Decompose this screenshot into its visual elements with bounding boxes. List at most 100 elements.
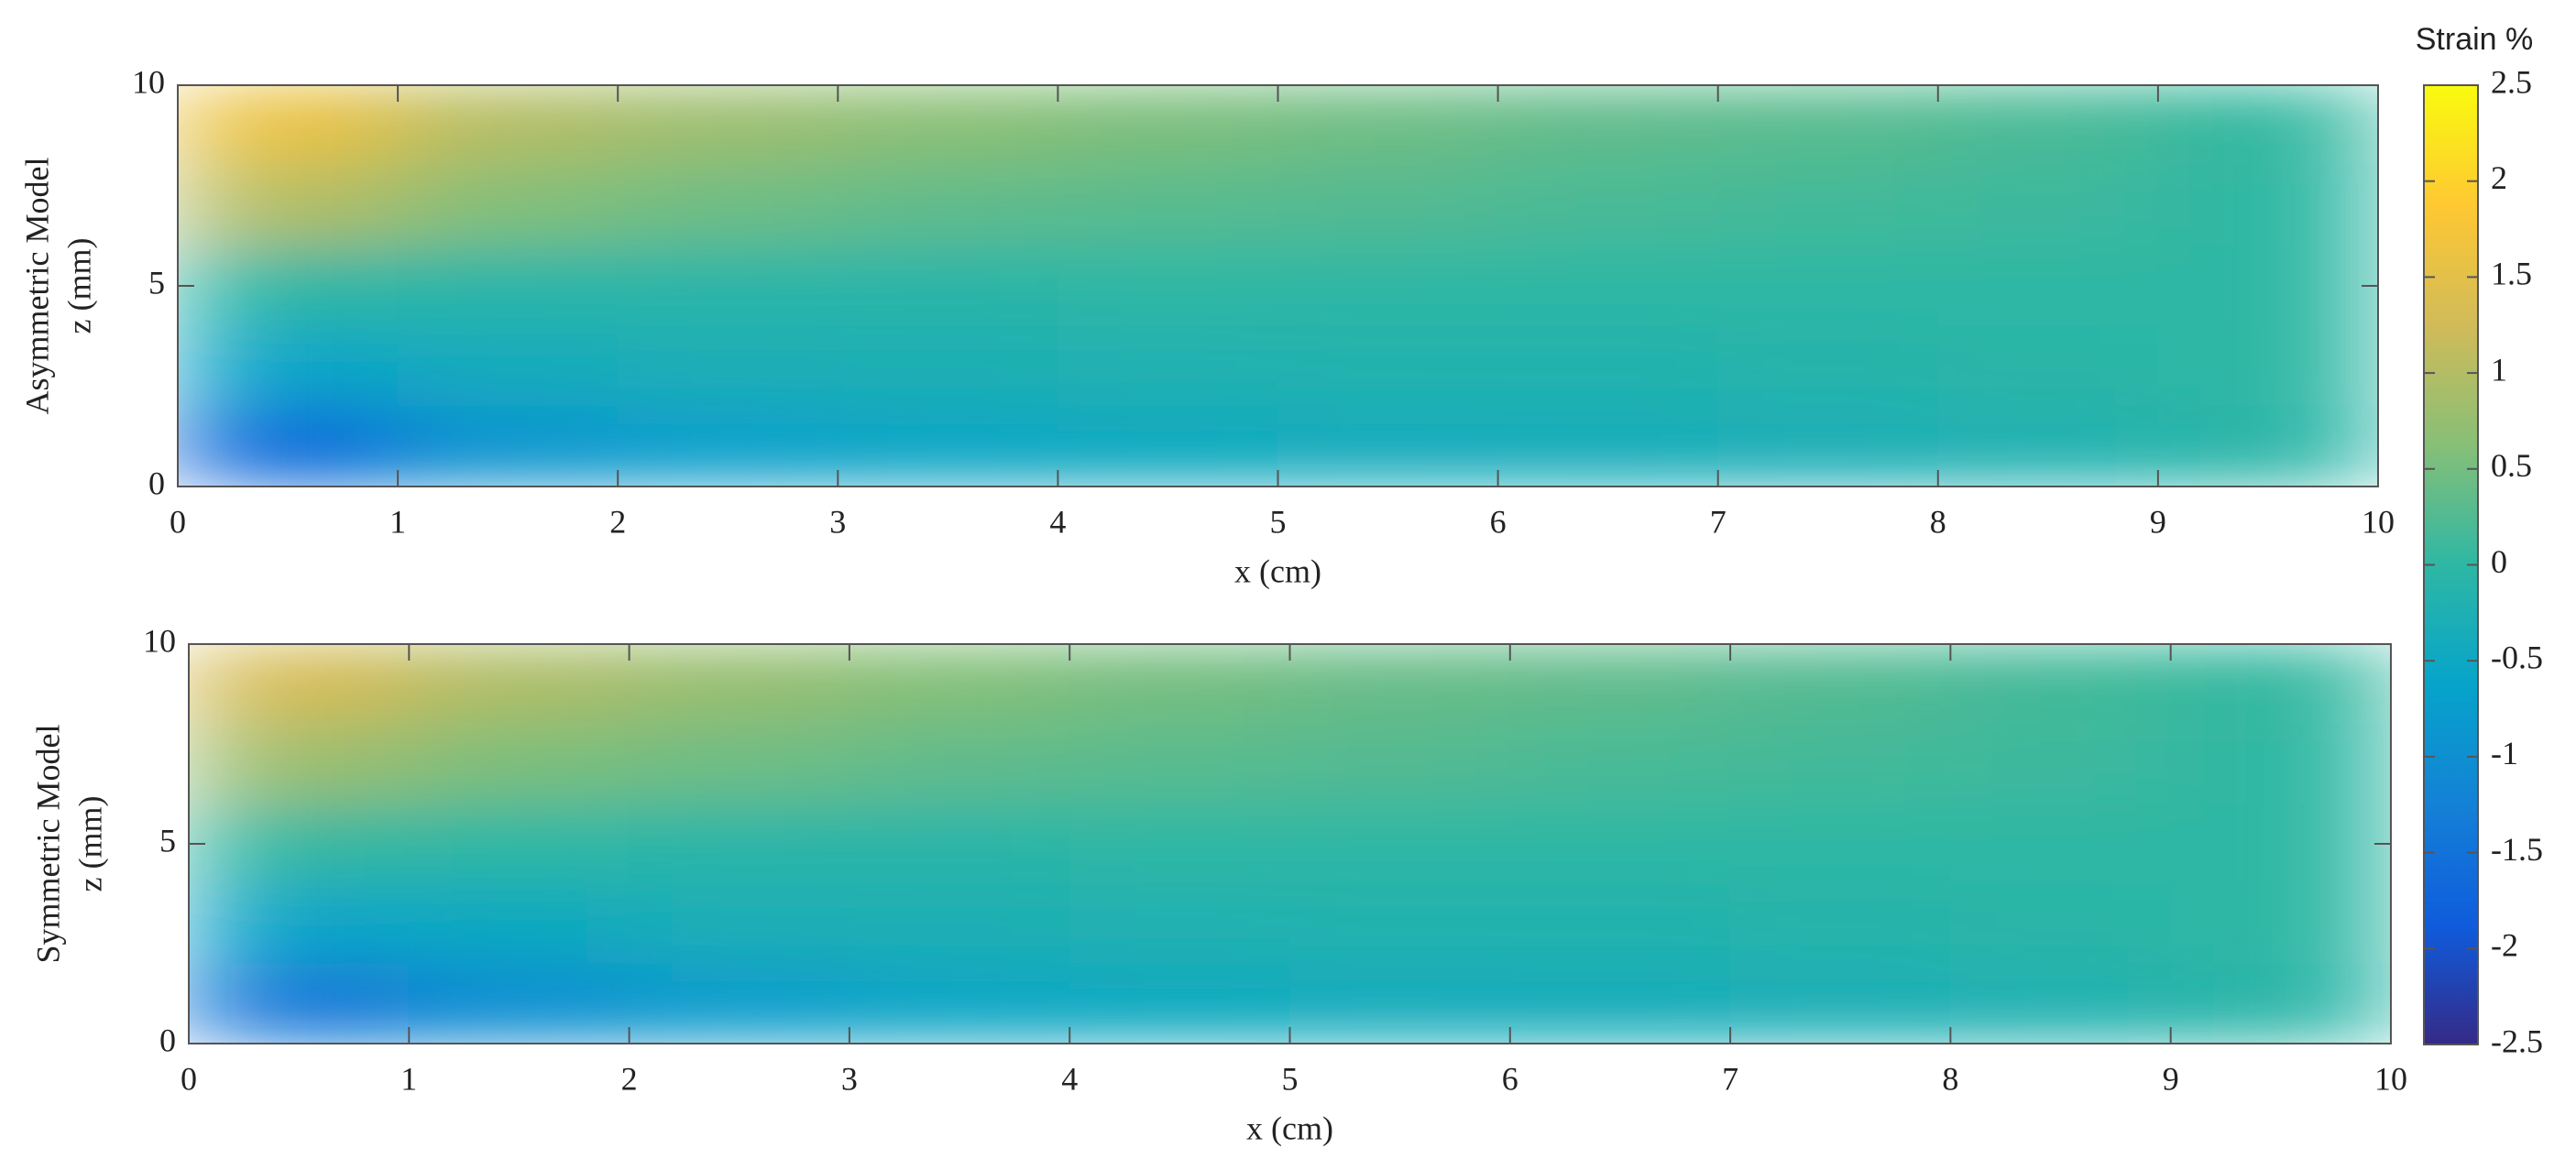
heat-cell <box>849 963 1070 1044</box>
heat-cell <box>1497 405 1719 487</box>
y-tick-label: 10 <box>132 63 165 100</box>
heat-cell <box>2157 245 2378 327</box>
heat-cell <box>1937 85 2159 167</box>
heat-cell <box>1289 803 1511 885</box>
heat-cell <box>2170 644 2391 725</box>
heat-cell <box>1729 644 1951 725</box>
heat-cell <box>837 165 1058 246</box>
heat-cell <box>178 245 399 327</box>
heat-cell <box>2170 723 2391 804</box>
heat-cell <box>629 803 850 885</box>
heat-cell <box>1509 644 1731 725</box>
heat-cell <box>1277 245 1499 327</box>
heat-cell <box>2157 405 2378 487</box>
heat-cell <box>837 325 1058 407</box>
heat-cell <box>2157 85 2378 167</box>
x-tick-label: 9 <box>2150 503 2166 540</box>
x-tick-label: 1 <box>400 1060 417 1097</box>
colorbar-tick-label: -2 <box>2491 927 2518 964</box>
heat-cell <box>617 85 839 167</box>
heat-cell <box>1717 245 1939 327</box>
heat-cell <box>1497 325 1719 407</box>
heat-cell <box>837 405 1058 487</box>
heat-cell <box>1937 165 2159 246</box>
heat-cell <box>178 325 399 407</box>
heat-cell <box>1289 963 1511 1044</box>
heat-cell <box>1509 723 1731 804</box>
x-tick-label: 10 <box>2374 1060 2407 1097</box>
heat-cell <box>1729 803 1951 885</box>
heat-cell <box>1057 325 1278 407</box>
heat-cell <box>1509 803 1731 885</box>
x-tick-label: 8 <box>1930 503 1946 540</box>
colorbar-tick-label: 2 <box>2491 159 2507 196</box>
x-tick-label: 3 <box>829 503 846 540</box>
heat-cell <box>1717 325 1939 407</box>
heat-cell <box>2170 803 2391 885</box>
heat-cell <box>849 723 1070 804</box>
colorbar-tick-label: -1 <box>2491 735 2518 771</box>
heatmap-cells <box>178 85 2378 487</box>
colorbar-tick-label: 1.5 <box>2491 256 2532 292</box>
heat-cell <box>1497 245 1719 327</box>
x-tick-label: 4 <box>1061 1060 1078 1097</box>
heat-cell <box>1069 963 1290 1044</box>
heat-cell <box>1277 165 1499 246</box>
heat-cell <box>1509 883 1731 965</box>
heat-cell <box>408 644 630 725</box>
heat-cell <box>189 963 410 1044</box>
heat-cell <box>1069 723 1290 804</box>
heat-cell <box>849 883 1070 965</box>
heat-cell <box>1289 723 1511 804</box>
heat-cell <box>189 723 410 804</box>
y-axis-label: Symmetric Model <box>29 725 66 964</box>
x-tick-label: 9 <box>2163 1060 2179 1097</box>
y-tick-label: 0 <box>159 1022 176 1058</box>
x-tick-label: 4 <box>1049 503 1066 540</box>
x-axis-label: x (cm) <box>1234 552 1321 589</box>
heat-cell <box>178 85 399 167</box>
colorbar-tick-label: 0 <box>2491 543 2507 580</box>
heat-cell <box>178 165 399 246</box>
heat-cell <box>1949 803 2172 885</box>
y-axis-label: Asymmetric Model <box>18 158 55 415</box>
heat-cell <box>1949 723 2172 804</box>
heat-cell <box>189 644 410 725</box>
heat-cell <box>1937 405 2159 487</box>
heat-cell <box>397 405 619 487</box>
y-axis-label: z (mm) <box>60 238 97 334</box>
heat-cell <box>1057 85 1278 167</box>
y-tick-label: 10 <box>143 622 176 659</box>
heat-cell <box>629 723 850 804</box>
heat-cell <box>1277 405 1499 487</box>
heat-cell <box>408 883 630 965</box>
heat-cell <box>617 165 839 246</box>
x-tick-label: 0 <box>181 1060 197 1097</box>
colorbar-tick-label: 0.5 <box>2491 447 2532 484</box>
heat-cell <box>189 883 410 965</box>
heat-cell <box>1729 723 1951 804</box>
heat-cell <box>397 85 619 167</box>
x-tick-label: 6 <box>1502 1060 1518 1097</box>
heat-cell <box>1289 644 1511 725</box>
heat-cell <box>397 165 619 246</box>
x-tick-label: 1 <box>389 503 406 540</box>
y-axis-label: z (mm) <box>71 796 108 892</box>
heat-cell <box>408 723 630 804</box>
heat-cell <box>2170 963 2391 1044</box>
y-tick-label: 0 <box>148 465 165 501</box>
colorbar-tick-label: -2.5 <box>2491 1022 2543 1059</box>
heat-cell <box>408 803 630 885</box>
heat-cell <box>1949 644 2172 725</box>
y-tick-label: 5 <box>159 822 176 858</box>
heat-cell <box>849 644 1070 725</box>
heat-cell <box>2157 165 2378 246</box>
heat-cell <box>1717 165 1939 246</box>
heat-cell <box>1937 325 2159 407</box>
heat-cell <box>1069 644 1290 725</box>
colorbar-tick-label: -0.5 <box>2491 639 2543 675</box>
x-tick-label: 0 <box>170 503 186 540</box>
heat-cell <box>1069 803 1290 885</box>
heat-cell <box>617 245 839 327</box>
